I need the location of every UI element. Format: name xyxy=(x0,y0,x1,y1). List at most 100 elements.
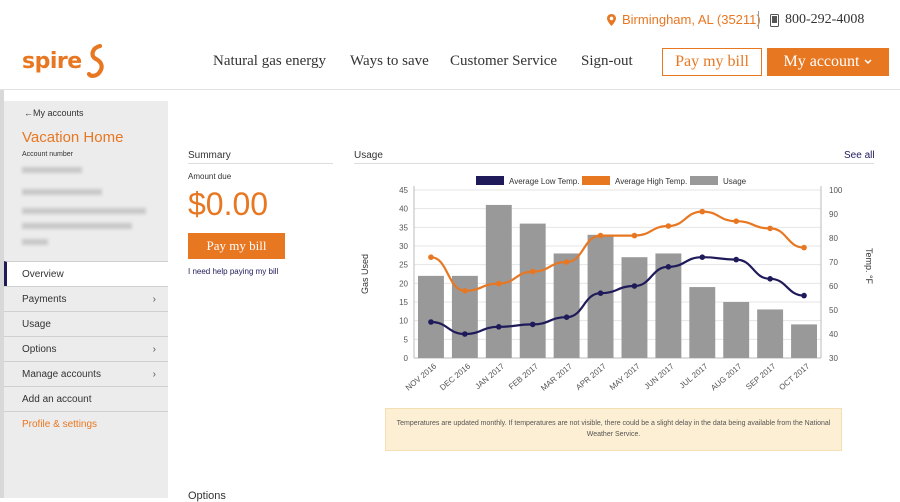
my-account-button[interactable]: My account xyxy=(767,48,889,76)
sidebar-item-label: Profile & settings xyxy=(22,418,98,430)
sidebar-item-usage[interactable]: Usage xyxy=(4,311,168,336)
location-text: Birmingham, AL (35211) xyxy=(622,12,761,27)
y-tick-label: 25 xyxy=(399,261,408,270)
nav-customer-service[interactable]: Customer Service xyxy=(450,53,558,69)
y-tick-label: 0 xyxy=(404,354,409,363)
logo-text: spire xyxy=(22,48,82,74)
legend-label: Usage xyxy=(723,177,747,186)
x-tick-label: JUN 2017 xyxy=(643,361,676,391)
phone-icon xyxy=(770,13,779,27)
average-high-temp-point xyxy=(767,225,773,232)
y2-tick-label: 70 xyxy=(829,258,838,267)
average-low-temp-point xyxy=(597,290,604,296)
top-header: Birmingham, AL (35211) 800-292-4008 spir… xyxy=(0,0,900,90)
chevron-down-icon xyxy=(864,59,873,65)
x-tick-label: MAR 2017 xyxy=(539,361,574,393)
average-low-temp-point xyxy=(563,314,570,320)
usage-bar xyxy=(655,253,682,358)
average-low-temp-point xyxy=(529,321,536,328)
x-tick-label: DEC 2016 xyxy=(438,361,472,392)
sidebar-item-add-account[interactable]: Add an account xyxy=(4,386,168,411)
back-to-accounts-link[interactable]: ←My accounts xyxy=(24,108,84,118)
redacted-address-line xyxy=(22,239,48,245)
y-tick-label: 30 xyxy=(399,242,408,251)
sidebar-item-options[interactable]: Options › xyxy=(4,336,168,361)
usage-bar xyxy=(723,302,750,358)
redacted-address-line xyxy=(22,189,102,195)
sidebar-item-overview[interactable]: Overview xyxy=(4,261,168,286)
sidebar-item-label: Add an account xyxy=(22,393,92,405)
usage-bar xyxy=(519,223,546,358)
y2-tick-label: 30 xyxy=(829,354,838,363)
legend-swatch xyxy=(690,176,718,185)
x-tick-label: APR 2017 xyxy=(574,361,608,392)
sidebar-item-manage-accounts[interactable]: Manage accounts › xyxy=(4,361,168,386)
map-pin-icon xyxy=(607,13,616,26)
average-low-temp-point xyxy=(767,276,773,282)
average-low-temp-point xyxy=(495,324,502,330)
phone-link[interactable]: 800-292-4008 xyxy=(770,12,864,28)
usage-bar xyxy=(689,287,716,358)
summary-divider xyxy=(188,163,333,164)
y-tick-label: 5 xyxy=(404,335,409,344)
see-all-link[interactable]: See all xyxy=(844,150,875,161)
amount-due-value: $0.00 xyxy=(188,186,269,222)
average-high-temp-point xyxy=(529,268,536,275)
legend-label: Average Low Temp. xyxy=(509,177,579,186)
x-tick-label: MAY 2017 xyxy=(608,361,642,392)
usage-heading: Usage xyxy=(354,150,383,161)
chevron-right-icon: › xyxy=(152,344,156,355)
x-tick-label: SEP 2017 xyxy=(744,361,778,391)
redacted-address-line xyxy=(22,208,146,214)
average-low-temp-point xyxy=(665,264,672,270)
redacted-address-line xyxy=(22,223,132,229)
average-high-temp-point xyxy=(631,232,638,239)
nav-natural-gas-energy[interactable]: Natural gas energy xyxy=(213,53,327,69)
x-tick-label: OCT 2017 xyxy=(777,361,811,392)
usage-bar xyxy=(621,257,648,358)
location-link[interactable]: Birmingham, AL (35211) xyxy=(607,12,761,27)
chevron-right-icon: › xyxy=(152,294,156,305)
account-sidebar: ←My accounts Vacation Home Account numbe… xyxy=(4,101,168,498)
y-tick-label: 45 xyxy=(399,186,408,195)
sidebar-item-label: Manage accounts xyxy=(22,368,101,380)
average-high-temp-point xyxy=(597,232,604,239)
average-low-temp-point xyxy=(801,292,807,299)
sidebar-menu: Overview Payments › Usage Options › Mana… xyxy=(4,261,168,436)
nav-sign-out[interactable]: Sign-out xyxy=(581,53,633,69)
back-label: My accounts xyxy=(33,108,84,118)
left-gutter xyxy=(0,90,4,498)
redacted-account-number xyxy=(22,167,82,173)
arrow-left-icon: ← xyxy=(24,108,33,118)
nav-ways-to-save[interactable]: Ways to save xyxy=(350,53,429,69)
sidebar-item-payments[interactable]: Payments › xyxy=(4,286,168,311)
header-pay-bill-button[interactable]: Pay my bill xyxy=(662,48,762,76)
usage-bar xyxy=(757,309,784,358)
average-high-temp-point xyxy=(462,288,468,294)
account-number-label: Account number xyxy=(22,151,73,158)
x-tick-label: FEB 2017 xyxy=(507,361,540,391)
y2-tick-label: 50 xyxy=(829,306,838,315)
average-high-temp-line xyxy=(430,210,805,292)
sidebar-item-profile-settings[interactable]: Profile & settings xyxy=(4,411,168,436)
account-name: Vacation Home xyxy=(22,129,124,146)
average-low-temp-point xyxy=(631,283,638,289)
help-paying-link[interactable]: I need help paying my bill xyxy=(188,267,279,276)
x-tick-label: NOV 2016 xyxy=(404,361,439,392)
spire-logo[interactable]: spire xyxy=(22,44,108,78)
summary-heading: Summary xyxy=(188,150,231,161)
pay-my-bill-button[interactable]: Pay my bill xyxy=(188,233,285,259)
average-high-temp-point xyxy=(801,244,807,251)
usage-chart: 0 5 10 15 20 25 30 35 40 45 30 40 50 60 70 80 90 100 Gas U… xyxy=(360,176,874,393)
temperature-note: Temperatures are updated monthly. If tem… xyxy=(385,408,842,451)
y2-tick-label: 60 xyxy=(829,282,838,291)
sidebar-item-label: Usage xyxy=(22,318,51,330)
my-account-label: My account xyxy=(783,53,860,70)
y-tick-label: 20 xyxy=(399,279,408,288)
usage-bar xyxy=(791,324,817,358)
average-low-temp-point xyxy=(462,331,468,337)
y2-tick-label: 100 xyxy=(829,186,843,195)
y-tick-label: 10 xyxy=(399,317,408,326)
spire-s-logo-icon xyxy=(86,44,104,78)
options-heading: Options xyxy=(188,490,226,502)
